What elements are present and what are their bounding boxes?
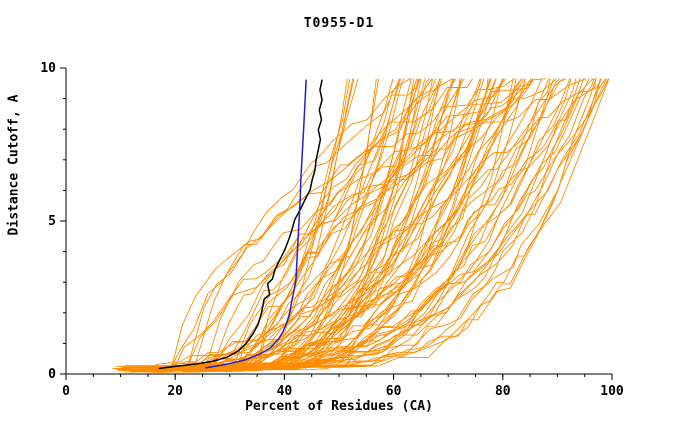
ensemble-curve <box>198 78 394 369</box>
ensemble-curve <box>169 78 597 373</box>
x-tick-label: 0 <box>62 384 70 399</box>
x-tick-label: 100 <box>600 384 624 399</box>
ensemble-curve <box>256 78 507 371</box>
ensemble-curve <box>204 78 534 369</box>
y-tick-label: 5 <box>48 214 56 229</box>
ensemble-curve <box>155 78 355 370</box>
x-axis-label: Percent of Residues (CA) <box>245 399 433 414</box>
ensemble-curve <box>177 78 527 370</box>
ensemble-curve <box>215 78 503 367</box>
x-tick-label: 80 <box>495 384 511 399</box>
ensemble-curve <box>119 78 465 371</box>
ensemble-curve <box>185 78 557 372</box>
ensemble-curve <box>231 78 547 371</box>
ensemble-curve <box>236 78 532 370</box>
ensemble-curve <box>184 78 412 367</box>
ensemble-curve <box>200 78 422 370</box>
ensemble-curve <box>210 78 531 371</box>
y-tick-label: 10 <box>40 61 56 76</box>
ensemble-curve <box>207 78 567 372</box>
ensemble-curve <box>135 78 418 372</box>
ensemble-curve <box>207 78 481 369</box>
ensemble-curve <box>193 78 412 370</box>
ensemble-curve <box>209 78 595 371</box>
ensemble-curve <box>170 78 515 371</box>
x-tick-label: 60 <box>386 384 402 399</box>
highlighted-model-black-curve <box>158 79 323 370</box>
y-tick-label: 0 <box>48 367 56 382</box>
ensemble-curve <box>132 78 492 373</box>
x-tick-label: 20 <box>167 384 183 399</box>
ensemble-curve <box>250 78 602 370</box>
ensemble-curve <box>161 78 400 368</box>
ensemble-curve <box>191 78 419 368</box>
ensemble-curve <box>175 78 587 366</box>
ensemble-curve <box>137 78 440 372</box>
highlighted-model-blue-curve <box>205 79 307 369</box>
ensemble-curve <box>128 78 505 370</box>
ensemble-curve <box>185 78 473 373</box>
ensemble-curve <box>182 78 571 372</box>
x-tick-label: 40 <box>277 384 293 399</box>
chart-title: T0955-D1 <box>303 16 375 31</box>
ensemble-curve <box>256 78 454 367</box>
ensemble-curve <box>210 78 433 373</box>
ensemble-curve <box>217 78 437 369</box>
